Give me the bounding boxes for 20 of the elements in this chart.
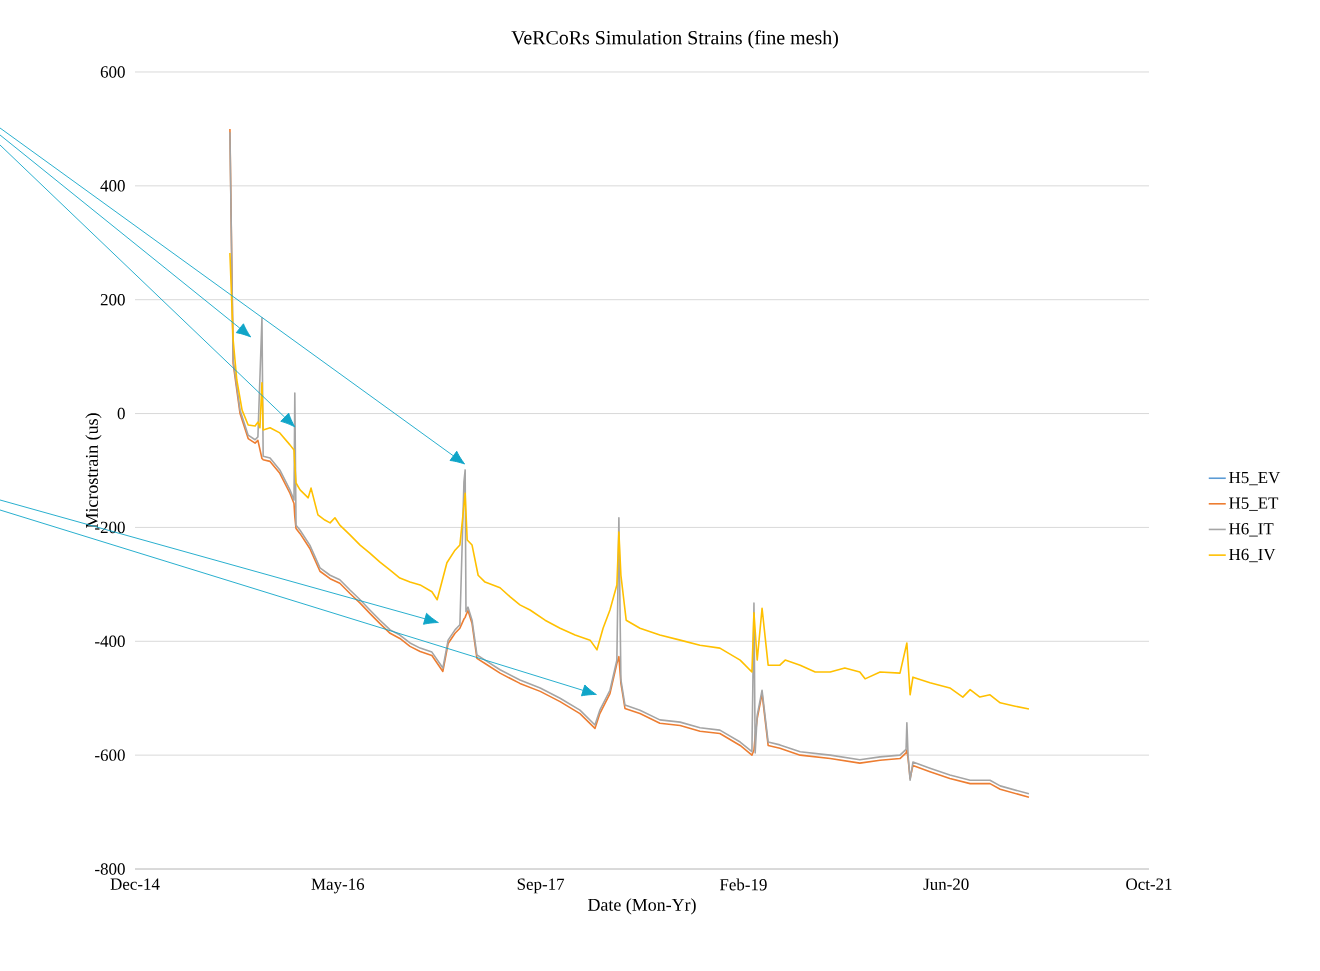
x-tick-label: Jun-20 — [923, 878, 969, 890]
chart-title: VeRCoRs Simulation Strains (fine mesh) — [511, 30, 838, 49]
x-tick-label: Sep-17 — [517, 878, 565, 894]
legend-label: H6_IV — [1229, 548, 1276, 563]
legend-label: H6_IT — [1229, 523, 1274, 537]
y-tick-label: 0 — [117, 407, 125, 420]
x-tick-label: Feb-19 — [719, 878, 767, 891]
y-tick-label: -800 — [95, 863, 125, 875]
x-tick-label: Oct-21 — [1126, 878, 1172, 890]
y-tick-label: -600 — [95, 749, 125, 761]
x-tick-label: Dec-14 — [110, 878, 160, 890]
line-series — [229, 252, 1030, 710]
y-tick-label: 200 — [100, 293, 125, 306]
x-tick-label: May-16 — [311, 878, 365, 894]
legend-label: H5_ET — [1229, 497, 1279, 511]
legend-label: H5_EV — [1229, 471, 1281, 486]
y-tick-label: 400 — [100, 180, 125, 192]
y-tick-label: -400 — [95, 635, 125, 647]
y-tick-label: 600 — [100, 66, 125, 78]
x-axis-title: Date (Mon-Yr) — [588, 898, 696, 915]
